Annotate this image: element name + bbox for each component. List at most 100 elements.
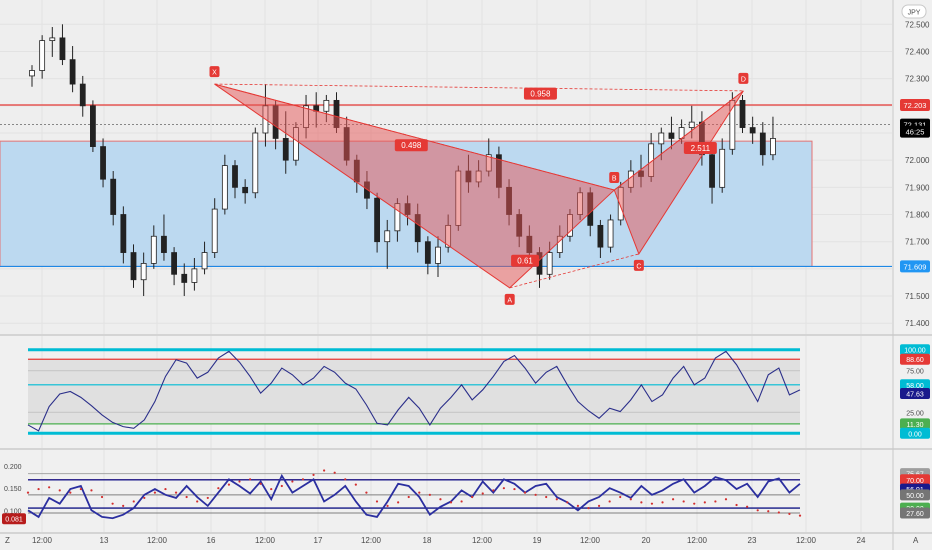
- pattern-point-label: X: [212, 70, 217, 77]
- osc-dot: [90, 489, 93, 492]
- osc-level-badge: [900, 489, 930, 501]
- osc-dot: [777, 511, 780, 514]
- osc-dot: [375, 500, 379, 503]
- osc-dot: [492, 489, 495, 492]
- time-tick-label: 12:00: [255, 536, 276, 545]
- candle-body: [282, 138, 289, 161]
- osc-dot: [418, 491, 421, 494]
- osc-dot: [58, 489, 61, 492]
- price-badge-label: 71.609: [904, 262, 927, 271]
- ratio-label: 0.498: [401, 141, 422, 150]
- osc-dot: [661, 501, 664, 504]
- price-tick-label: 71.400: [905, 319, 930, 328]
- rsi-level-badge: [900, 387, 930, 399]
- osc-dot: [724, 498, 728, 501]
- osc-dot: [153, 491, 157, 494]
- osc-tick-label: 0.200: [4, 464, 22, 471]
- osc-dot: [439, 498, 442, 501]
- osc-dot: [608, 500, 611, 503]
- ratio-label: 2.511: [691, 144, 711, 153]
- osc-dot: [132, 500, 135, 503]
- time-tick-label: 12:00: [796, 536, 817, 545]
- osc-dot: [301, 478, 305, 481]
- pattern-point-marker: [504, 293, 515, 305]
- candle-body: [79, 83, 86, 107]
- osc-dot: [100, 495, 104, 499]
- osc-dot: [788, 512, 791, 515]
- osc-dot: [428, 493, 431, 496]
- osc-dot: [703, 501, 706, 504]
- osc-dot: [735, 503, 738, 507]
- time-tick-label: 12:00: [147, 536, 168, 545]
- osc-level-label: 50.00: [906, 493, 924, 500]
- osc-level-badge: [900, 507, 930, 519]
- osc-dot: [397, 501, 400, 504]
- pattern-point-label: C: [636, 263, 641, 270]
- ratio-badge: [683, 141, 717, 154]
- pattern-point-label: D: [741, 76, 746, 83]
- osc-dot: [798, 514, 802, 517]
- rsi-level-badge: [900, 353, 930, 365]
- osc-dot: [48, 486, 51, 489]
- price-tick-label: 71.700: [905, 238, 930, 247]
- candle-body: [242, 186, 249, 194]
- rsi-level-badge: [900, 406, 930, 418]
- rsi-level-badge: [900, 418, 930, 430]
- rsi-level-label: 88.60: [906, 357, 924, 364]
- time-tick-label: 17: [314, 536, 323, 545]
- candle-body: [759, 132, 766, 156]
- ratio-badge: [523, 87, 557, 100]
- currency-label: JPY: [908, 10, 921, 17]
- osc-dot: [69, 491, 72, 494]
- ratio-badge: [511, 254, 540, 267]
- autoscale-button[interactable]: A: [913, 536, 919, 545]
- ratio-label: 0.61: [517, 257, 533, 266]
- currency-button[interactable]: JPY: [901, 4, 927, 19]
- osc-dot: [291, 480, 294, 483]
- osc-dot: [545, 495, 548, 499]
- timezone-label[interactable]: Z: [5, 536, 10, 545]
- candle-body: [100, 146, 106, 180]
- osc-dot: [217, 487, 220, 490]
- osc-dot: [37, 487, 40, 491]
- rsi-level-label: 58.00: [906, 383, 924, 390]
- pattern-point-marker: [209, 66, 220, 78]
- time-tick-label: 23: [748, 536, 757, 545]
- candle-body: [232, 165, 238, 188]
- osc-dot: [312, 473, 315, 477]
- axes: 72.50072.40072.30072.20072.10072.00071.9…: [32, 20, 930, 545]
- rsi-level-label: 47.63: [906, 391, 924, 398]
- osc-dot: [227, 483, 231, 486]
- candle-body: [546, 252, 553, 275]
- osc-dot: [238, 480, 241, 483]
- rsi-band: [28, 359, 800, 424]
- candle-body: [130, 252, 137, 281]
- osc-dot: [714, 500, 717, 503]
- osc-dot: [587, 506, 590, 510]
- osc-dot: [629, 498, 632, 501]
- osc-dot: [693, 502, 696, 505]
- candle-body: [323, 99, 330, 112]
- osc-dot: [682, 500, 685, 503]
- candle-body: [211, 208, 218, 253]
- osc-dot: [597, 504, 601, 507]
- osc-dot: [523, 491, 527, 494]
- time-tick-label: 12:00: [361, 536, 382, 545]
- rsi-level-badge: [900, 379, 930, 391]
- osc-dot: [671, 498, 675, 501]
- osc-dot: [534, 493, 537, 496]
- candle-body: [709, 154, 715, 188]
- candle-body: [120, 214, 127, 253]
- osc-dot: [555, 498, 558, 501]
- rsi-level-badge: [900, 344, 930, 356]
- price-tick-label: 71.800: [905, 211, 930, 220]
- candle-body: [110, 178, 117, 215]
- ac-ratio-line: [509, 253, 639, 289]
- candle-body: [384, 230, 391, 243]
- rsi-line: [27, 350, 801, 432]
- osc-dot: [111, 502, 114, 505]
- bd-ratio-line: [614, 90, 744, 191]
- candle-body: [140, 263, 147, 281]
- pattern-point-label: A: [507, 297, 512, 304]
